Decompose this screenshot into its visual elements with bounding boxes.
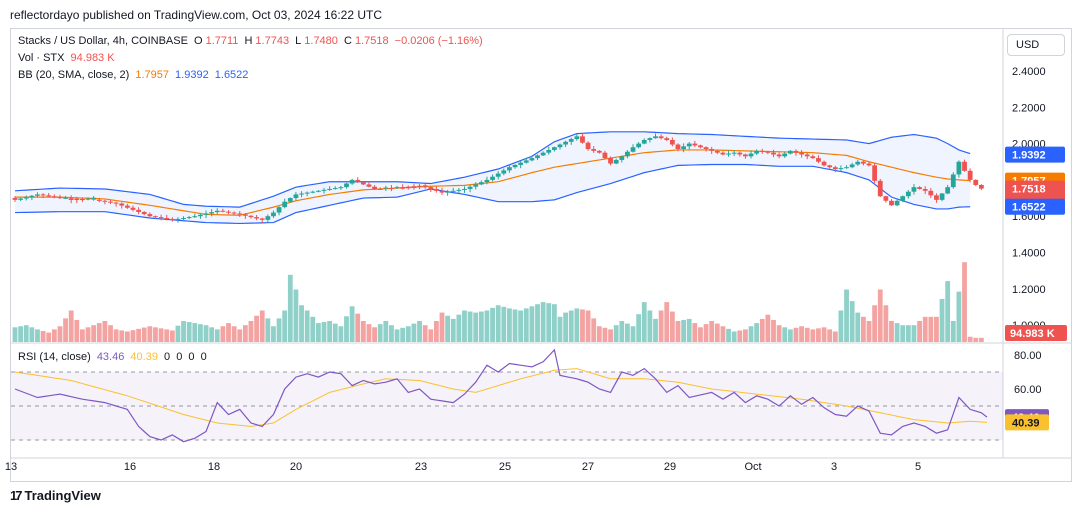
rsi-legend-ma: 40.39 [130, 351, 158, 363]
volume-legend-value: 94.983 K [70, 52, 115, 64]
volume-legend-label[interactable]: Vol · STX [18, 52, 65, 64]
rsi-legend-label[interactable]: RSI (14, close) [18, 351, 91, 363]
main-legend: Stacks / US Dollar, 4h, COINBASE O 1.7711… [18, 35, 486, 47]
bb-mid-value: 1.7957 [135, 69, 169, 81]
ohlc-close: C 1.7518 [343, 35, 389, 47]
bb-legend: BB (20, SMA, close, 2) 1.7957 1.9392 1.6… [18, 69, 251, 81]
symbol-title[interactable]: Stacks / US Dollar, 4h, COINBASE [18, 35, 188, 47]
rsi-legend-extra-3: 0 [200, 351, 207, 363]
chart-frame [10, 28, 1072, 482]
bb-upper-value: 1.9392 [175, 69, 209, 81]
rsi-legend-extra-0: 0 [164, 351, 171, 363]
rsi-legend: RSI (14, close) 43.46 40.39 0 0 0 0 [18, 351, 210, 363]
rsi-legend-extra-1: 0 [176, 351, 183, 363]
currency-selector[interactable]: USD [1007, 34, 1065, 56]
ohlc-low: L 1.7480 [295, 35, 338, 47]
ohlc-change: −0.0206 (−1.16%) [394, 35, 483, 47]
bb-legend-label[interactable]: BB (20, SMA, close, 2) [18, 69, 130, 81]
tradingview-logo-icon: 17 [10, 488, 23, 503]
rsi-legend-value: 43.46 [96, 351, 125, 363]
volume-legend: Vol · STX 94.983 K [18, 52, 118, 64]
publisher-line: reflectordayo published on TradingView.c… [10, 8, 382, 22]
ohlc-open: O 1.7711 [194, 35, 239, 47]
footer-brand-text: TradingView [24, 488, 101, 503]
ohlc-high: H 1.7743 [244, 35, 290, 47]
bb-lower-value: 1.6522 [214, 69, 249, 81]
rsi-legend-extra-2: 0 [188, 351, 195, 363]
footer-brand[interactable]: 17 TradingView [10, 488, 101, 503]
